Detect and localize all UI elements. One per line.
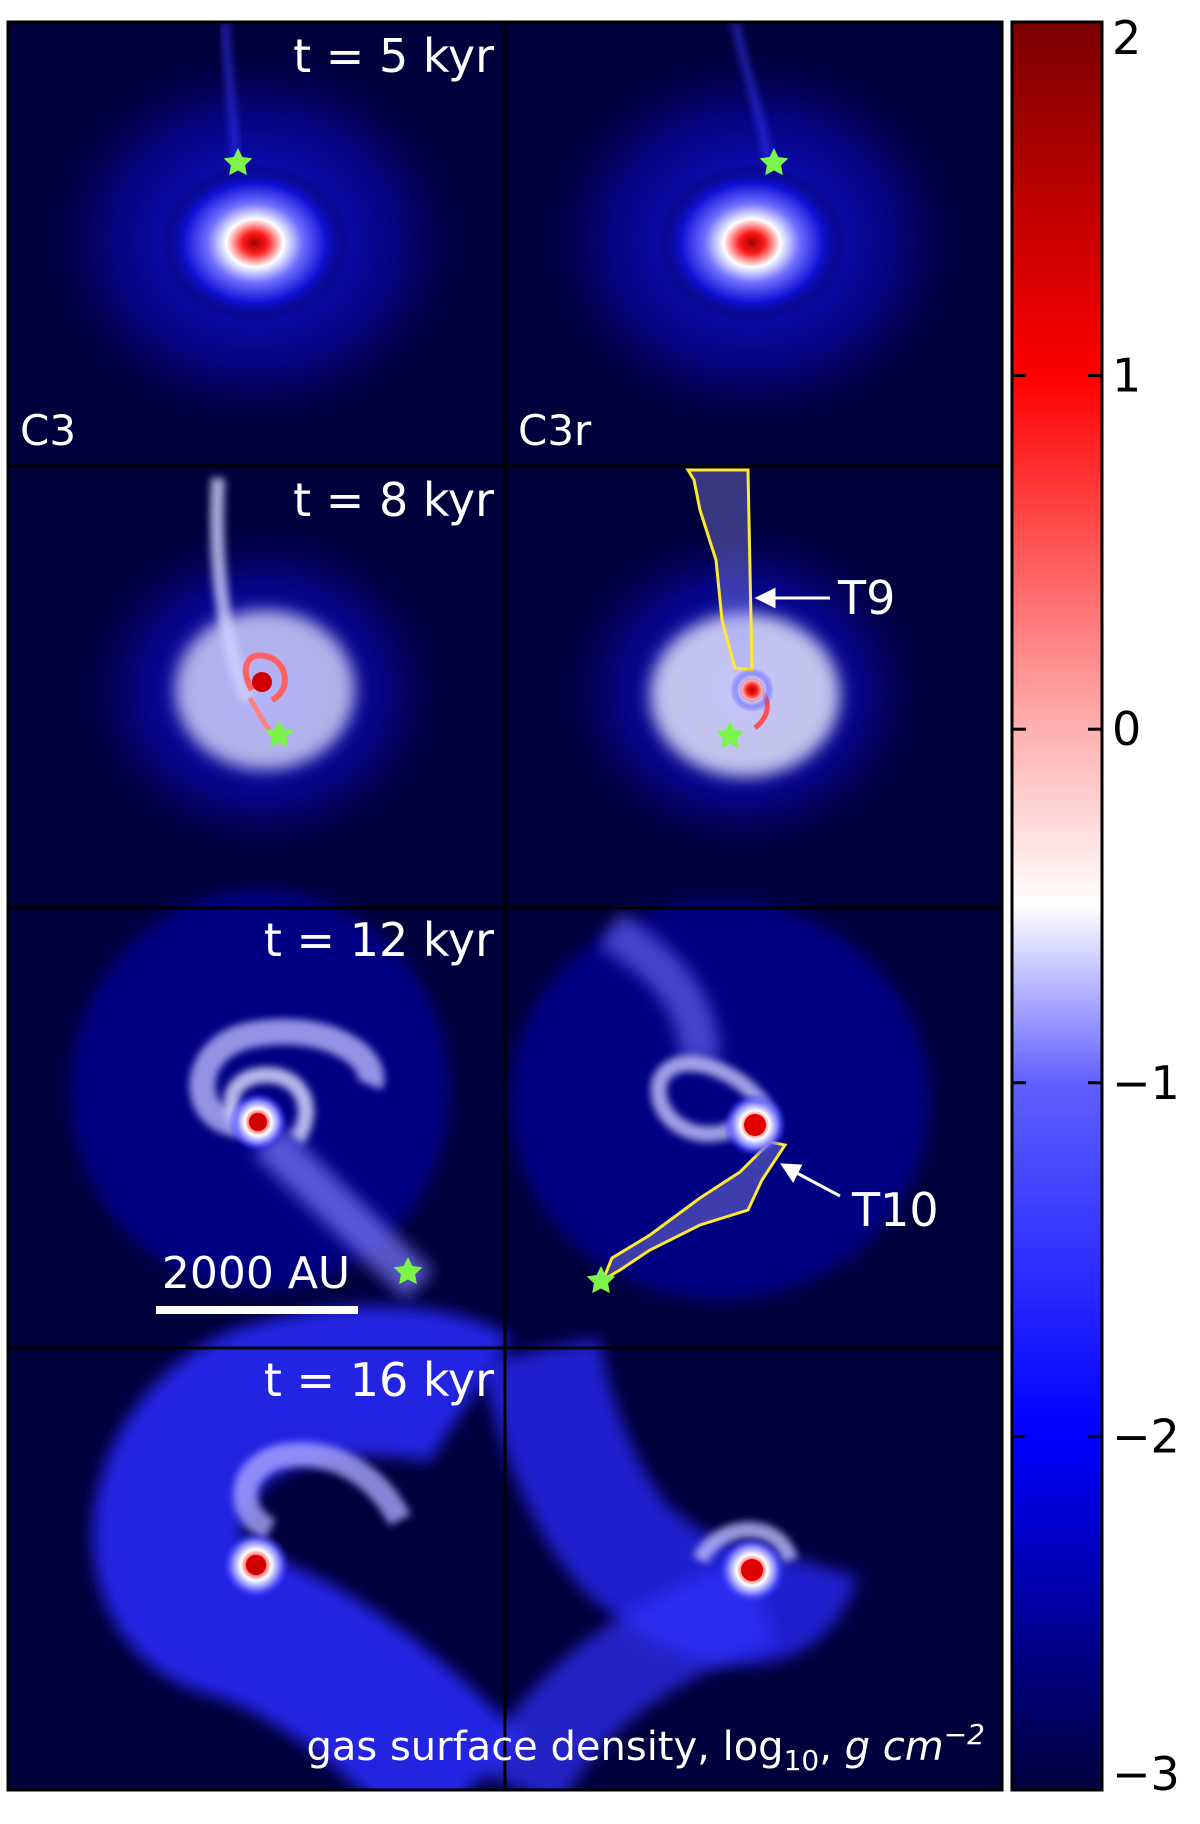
time-label-row2: t = 8 kyr [293, 473, 494, 527]
star-icon [586, 1266, 616, 1294]
panel-row3-right [510, 900, 930, 1300]
panel-row1-left [25, 22, 485, 445]
star-icon [715, 721, 745, 749]
tag-arrows [754, 587, 841, 1198]
time-label-row1: t = 5 kyr [293, 29, 494, 83]
tag-T10: T10 [851, 1183, 939, 1237]
star-icon [393, 1257, 423, 1285]
scale-bar-label: 2000 AU [162, 1248, 350, 1299]
quantity-caption: gas surface density, log10, g cm−2 [307, 1718, 986, 1777]
T10-contour [599, 1140, 788, 1284]
sink-particles [223, 148, 789, 1294]
star-icon [223, 148, 253, 176]
panel-row2-right [542, 468, 942, 870]
colorbar-tick-label: −2 [1112, 1409, 1180, 1463]
model-label-C3: C3 [20, 406, 76, 455]
panel-row4-left [92, 1306, 524, 1790]
density-core [160, 163, 350, 323]
colorbar-tick-label: −1 [1112, 1056, 1180, 1110]
scale-bar [156, 1306, 358, 1314]
colorbar-tick-label: 2 [1112, 11, 1141, 65]
model-label-C3r: C3r [518, 406, 592, 455]
T9-contour [685, 468, 754, 672]
tag-T9: T9 [837, 571, 895, 625]
colorbar: 2 1 0 −1 −2 −3 [1010, 11, 1180, 1801]
colorbar-tick-label: 0 [1112, 702, 1141, 756]
time-label-row4: t = 16 kyr [264, 1353, 494, 1407]
colorbar-ticks: 2 1 0 −1 −2 −3 [1012, 11, 1180, 1801]
star-icon [759, 148, 789, 176]
panel-row4-right [478, 1337, 858, 1790]
colorbar-tick-label: 1 [1112, 349, 1141, 403]
colorbar-tick-label: −3 [1112, 1747, 1180, 1801]
panel-row2-left [62, 477, 462, 870]
time-label-row3: t = 12 kyr [264, 913, 494, 967]
density-core [657, 163, 847, 323]
star-icon [264, 720, 294, 748]
panel-row1-right [522, 22, 982, 445]
colorbar-gradient [1010, 20, 1104, 1792]
panel-dividers [8, 22, 1002, 1790]
panel-row3-left [70, 890, 450, 1300]
